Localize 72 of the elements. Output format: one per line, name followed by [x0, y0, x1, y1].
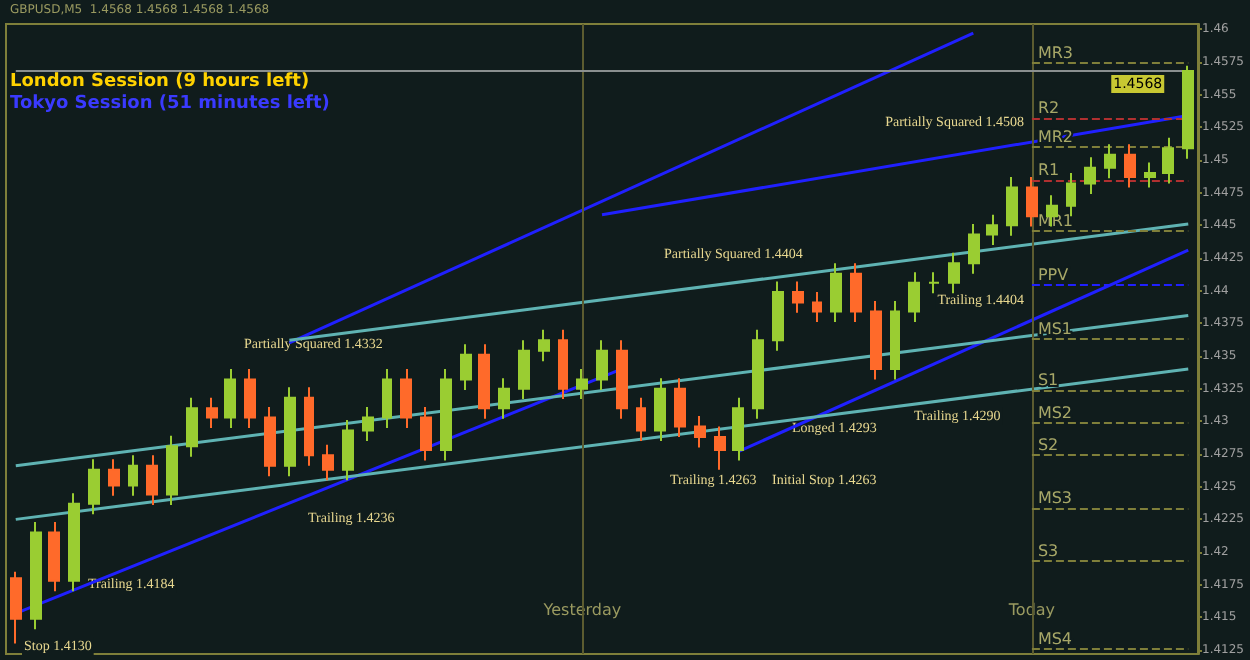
- candlestick: [128, 454, 138, 497]
- annotation: Tokyo Session (51 minutes left): [10, 94, 330, 114]
- candlestick: [1182, 64, 1194, 160]
- candlestick: [30, 520, 42, 631]
- candlestick: [48, 520, 60, 593]
- candlestick: [10, 570, 22, 645]
- candlestick: [616, 339, 628, 420]
- candlestick: [596, 339, 608, 391]
- candlestick: [224, 368, 236, 429]
- candlestick: [908, 271, 920, 324]
- candlestick: [812, 290, 822, 324]
- ref-line-label: MR3: [1037, 44, 1074, 63]
- candlestick: [968, 222, 980, 275]
- candlestick: [498, 377, 510, 420]
- candlestick: [108, 458, 120, 497]
- candlestick: [870, 300, 882, 381]
- candlestick: [890, 300, 900, 381]
- candlestick: [440, 368, 452, 462]
- candlestick: [186, 396, 198, 458]
- ref-line-label: MS3: [1037, 488, 1073, 507]
- candlestick: [732, 396, 744, 462]
- candlestick: [792, 280, 804, 314]
- ref-line-label: MS2: [1037, 403, 1073, 422]
- candlestick: [1066, 172, 1076, 218]
- candlestick: [1144, 161, 1156, 189]
- candlestick: [322, 443, 334, 482]
- candlestick: [420, 405, 432, 462]
- annotation: London Session (9 hours left): [10, 72, 310, 92]
- candlestick: [752, 328, 764, 420]
- candlestick: [1006, 175, 1018, 237]
- ref-line-label: PPV: [1037, 266, 1070, 285]
- candlestick: [1104, 143, 1116, 180]
- candlestick: [654, 377, 666, 442]
- candlestick: [1124, 143, 1136, 189]
- candlestick: [342, 419, 354, 482]
- candlestick: [538, 328, 550, 363]
- candlestick: [772, 280, 784, 352]
- candlestick: [206, 396, 218, 429]
- candlestick: [850, 262, 862, 324]
- candlestick: [636, 396, 646, 442]
- candlestick: [382, 368, 392, 429]
- ref-line-label: MS4: [1037, 629, 1073, 648]
- candlestick: [166, 434, 178, 506]
- candlestick: [558, 328, 568, 401]
- candlestick: [576, 368, 588, 401]
- candlestick: [362, 405, 374, 442]
- ref-line-label: S2: [1037, 436, 1059, 455]
- candlestick: [264, 405, 276, 478]
- candlestick: [714, 425, 726, 471]
- candlestick: [986, 213, 998, 246]
- candlestick: [146, 454, 158, 506]
- candlestick: [928, 271, 940, 295]
- candlestick: [284, 386, 296, 478]
- candlestick: [830, 262, 842, 324]
- candlestick: [694, 415, 706, 449]
- ref-line-label: S1: [1037, 370, 1059, 389]
- candlestick: [674, 377, 686, 439]
- candlestick: [1084, 156, 1096, 195]
- candlestick: [304, 386, 314, 467]
- candlestick: [460, 343, 472, 391]
- candlestick: [88, 458, 100, 516]
- candlestick: [400, 368, 412, 429]
- ref-line-label: R2: [1037, 99, 1060, 118]
- candlestick: [518, 339, 530, 401]
- candlestick: [478, 343, 490, 420]
- candlestick: [68, 492, 80, 593]
- ref-line-label: R1: [1037, 160, 1060, 179]
- ref-line-label: S3: [1037, 542, 1059, 561]
- candlestick: [244, 368, 256, 429]
- candlestick: [948, 251, 960, 295]
- candlestick: [1162, 136, 1174, 185]
- candlestick: [1026, 175, 1038, 228]
